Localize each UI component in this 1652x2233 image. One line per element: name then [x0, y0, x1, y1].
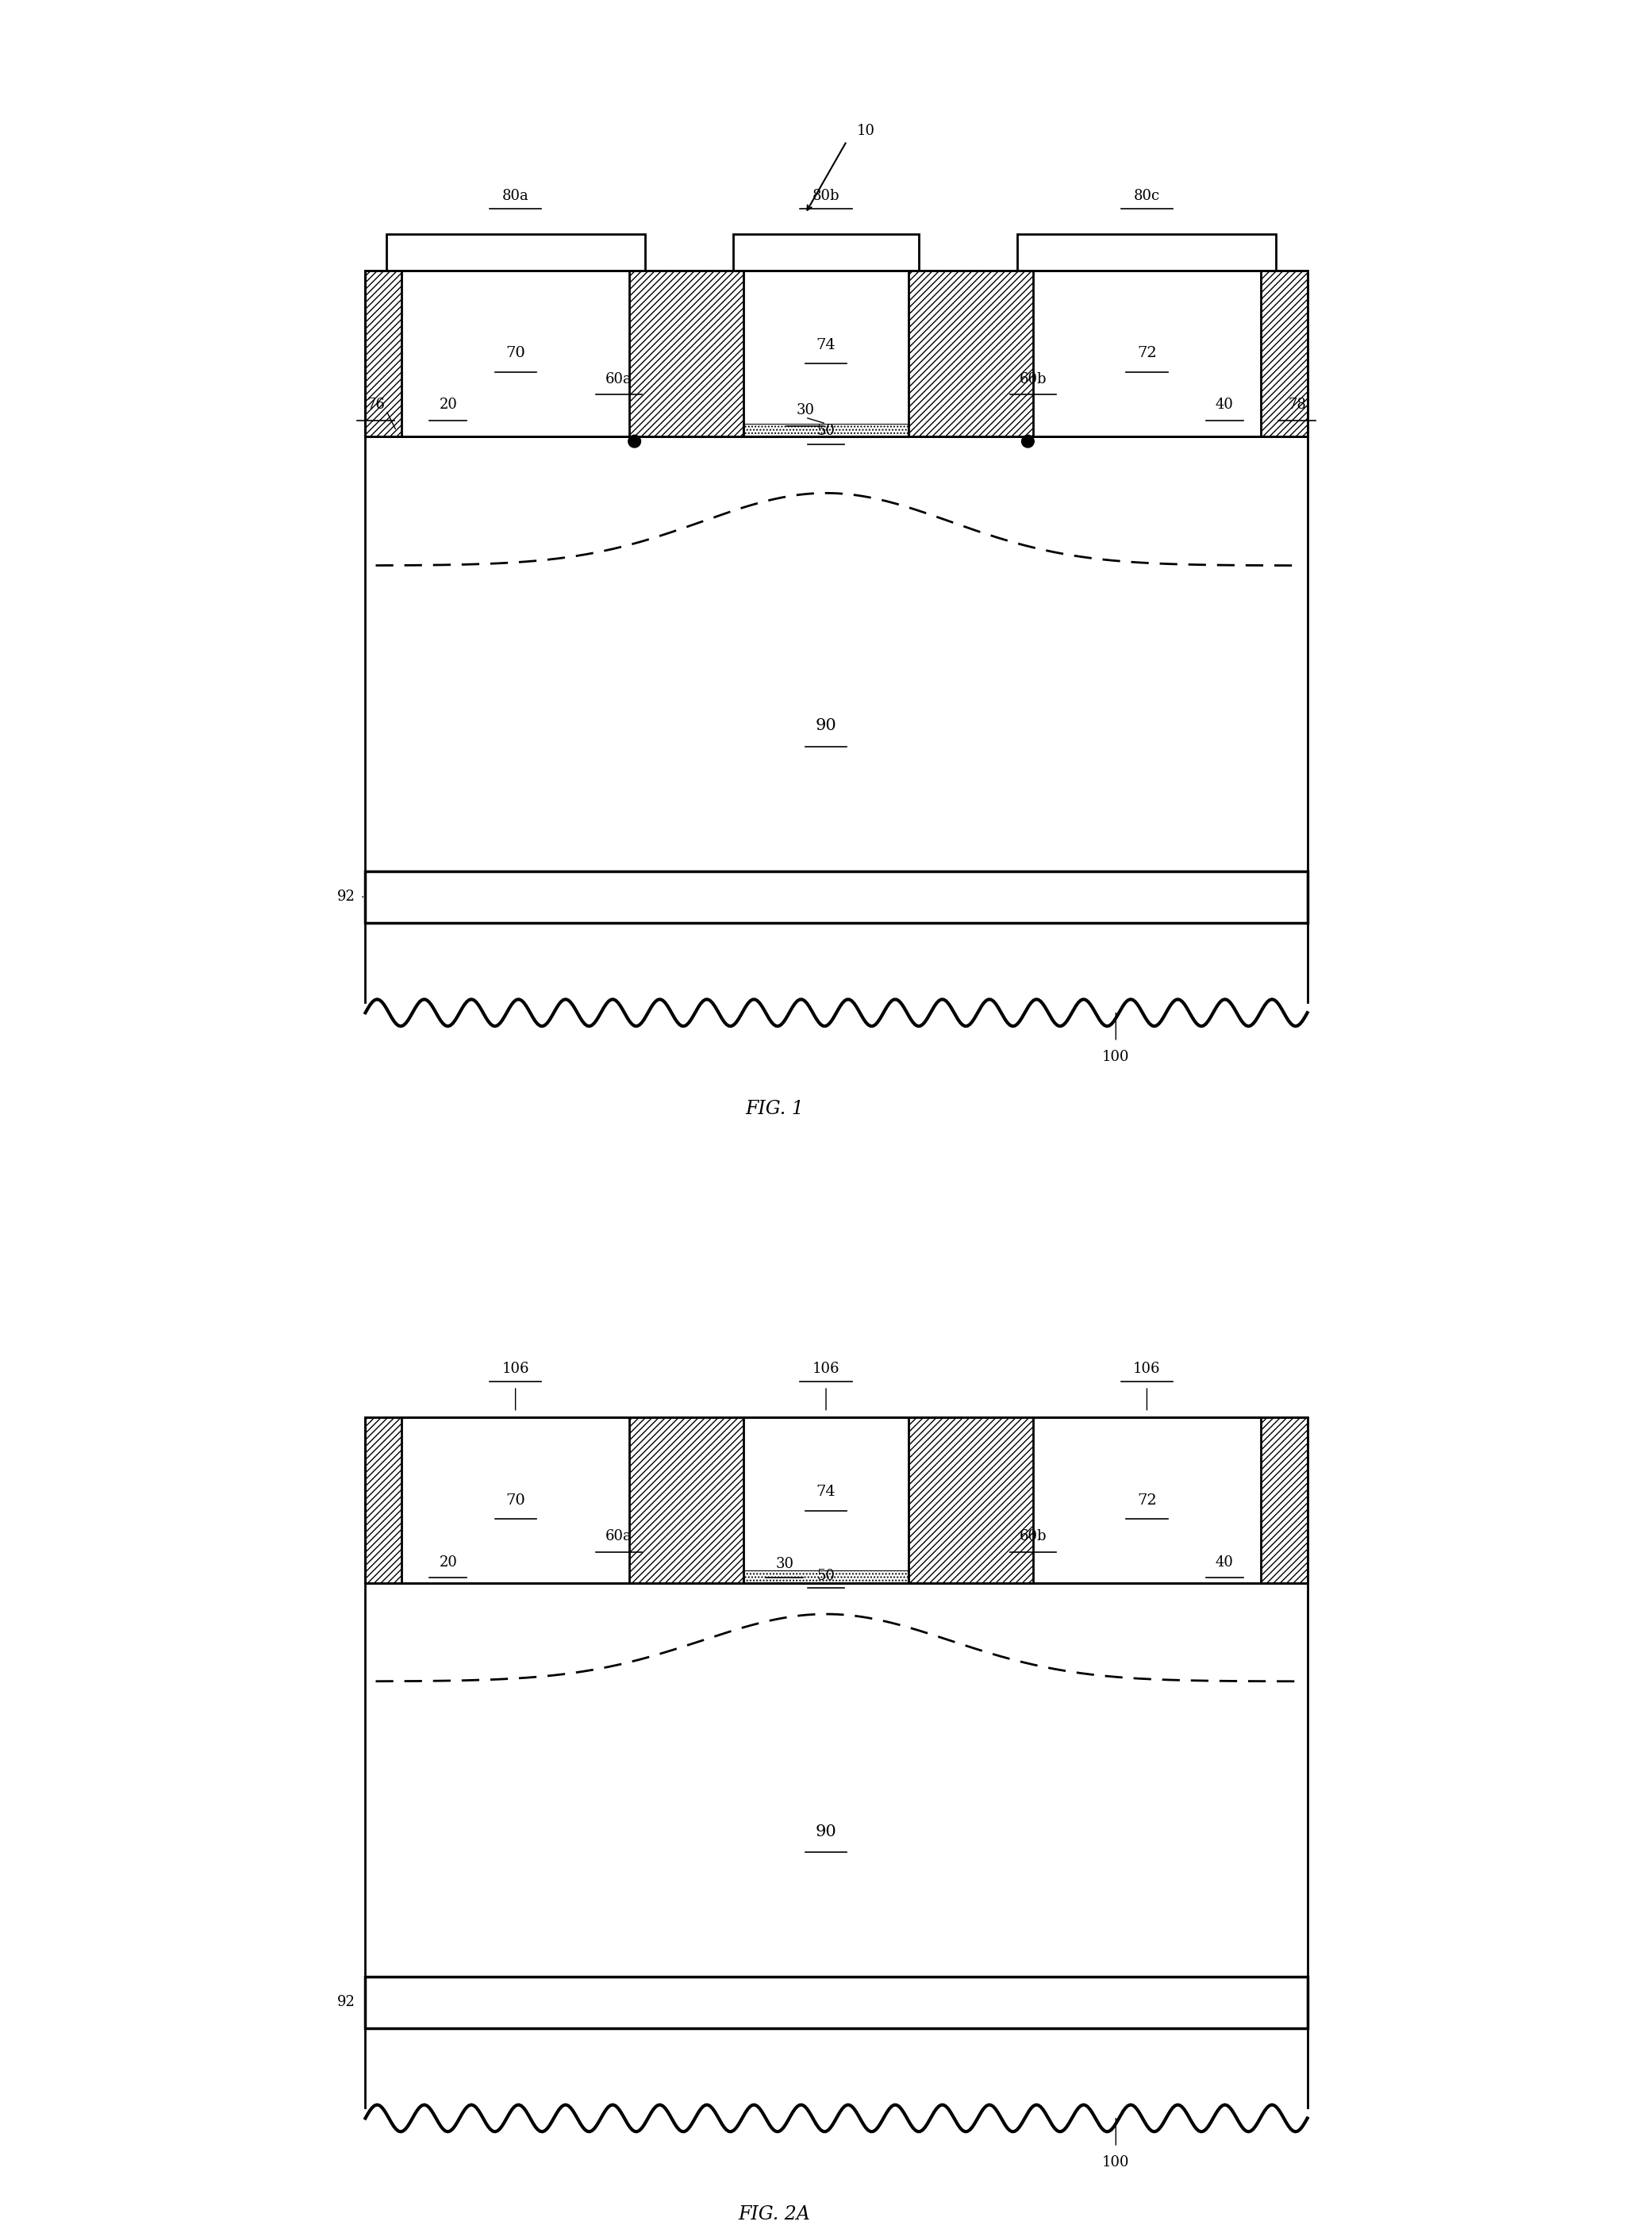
Text: 60b: 60b: [1019, 373, 1047, 386]
Text: 80a: 80a: [502, 190, 529, 203]
Text: 78: 78: [1289, 397, 1307, 413]
Polygon shape: [743, 1570, 909, 1583]
Polygon shape: [1032, 1418, 1260, 1583]
Text: 40: 40: [1216, 397, 1234, 413]
Text: 100: 100: [1102, 1050, 1130, 1065]
Polygon shape: [401, 1418, 629, 1583]
Text: 20: 20: [439, 1554, 458, 1570]
Polygon shape: [743, 424, 909, 435]
Text: 60a: 60a: [606, 373, 633, 386]
Circle shape: [628, 435, 641, 447]
Text: 74: 74: [816, 1485, 836, 1498]
Polygon shape: [733, 234, 919, 270]
Text: 74: 74: [816, 337, 836, 353]
Text: 10: 10: [857, 123, 876, 138]
Text: 106: 106: [1133, 1362, 1161, 1376]
Text: FIG. 1: FIG. 1: [745, 1101, 803, 1119]
Polygon shape: [743, 270, 909, 424]
Text: 40: 40: [1216, 1554, 1234, 1570]
Text: 50: 50: [818, 1570, 834, 1583]
Polygon shape: [365, 1976, 1307, 2028]
Circle shape: [1021, 435, 1034, 447]
Text: 50: 50: [818, 424, 834, 438]
Text: FIG. 2A: FIG. 2A: [738, 2206, 809, 2224]
Text: 80b: 80b: [813, 190, 839, 203]
Text: 76: 76: [367, 397, 385, 413]
Polygon shape: [365, 1583, 1307, 1976]
Polygon shape: [365, 1418, 1307, 1583]
Text: 30: 30: [796, 404, 814, 418]
Text: 60a: 60a: [606, 1530, 633, 1543]
Text: 106: 106: [813, 1362, 839, 1376]
Polygon shape: [365, 871, 1307, 922]
Text: 70: 70: [506, 346, 525, 360]
Polygon shape: [387, 234, 644, 270]
Polygon shape: [365, 435, 1307, 871]
Polygon shape: [1018, 234, 1277, 270]
Text: 100: 100: [1102, 2155, 1130, 2170]
Text: 70: 70: [506, 1494, 525, 1507]
Text: 72: 72: [1137, 1494, 1156, 1507]
Text: 92: 92: [337, 889, 355, 904]
Text: 72: 72: [1137, 346, 1156, 360]
Text: 90: 90: [816, 1824, 836, 1840]
Text: 20: 20: [439, 397, 458, 413]
Polygon shape: [401, 270, 629, 435]
Text: 92: 92: [337, 1994, 355, 2010]
Polygon shape: [743, 1418, 909, 1570]
Polygon shape: [365, 270, 1307, 435]
Polygon shape: [1032, 270, 1260, 435]
Text: 106: 106: [502, 1362, 529, 1376]
Text: 60b: 60b: [1019, 1530, 1047, 1543]
Text: 90: 90: [816, 719, 836, 732]
Text: 80c: 80c: [1133, 190, 1160, 203]
Text: 30: 30: [775, 1556, 793, 1572]
